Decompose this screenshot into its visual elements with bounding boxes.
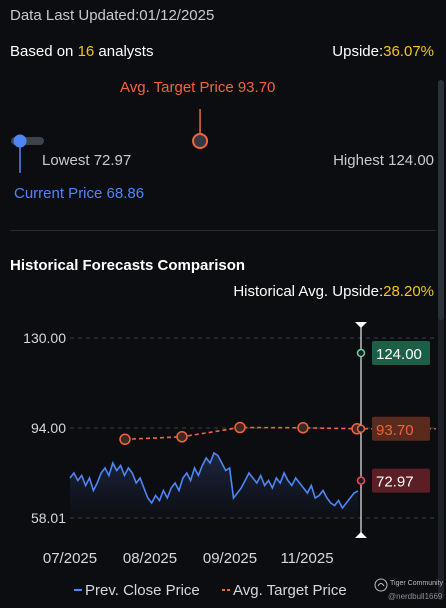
section-divider — [10, 230, 436, 231]
analyst-count: 16 — [77, 43, 95, 60]
x-tick-label: 07/2025 — [43, 550, 97, 567]
close-price-area — [70, 453, 358, 518]
historical-forecast-chart: 130.00 94.00 58.01 124.00 93.70 72.97 07/2025 0… — [23, 322, 436, 599]
updated-date: 01/12/2025 — [139, 7, 215, 24]
forecast-high-badge — [372, 341, 430, 366]
avg-target-label: Avg. Target Price 93.70 — [120, 79, 276, 96]
based-prefix: Based on — [10, 43, 78, 60]
forecast-low-badge-label: 72.97 — [376, 474, 414, 491]
cursor-bottom-arrow — [355, 532, 367, 538]
y-tick-label: 130.00 — [23, 330, 66, 346]
scrollbar-thumb[interactable] — [438, 80, 444, 320]
tiger-logo-icon — [374, 578, 388, 592]
watermark-brand: Tiger Community — [390, 580, 444, 587]
forecast-low-marker — [356, 476, 366, 485]
avg-target-marker — [192, 133, 209, 149]
historical-upside-label: Historical Avg. Upside: — [233, 283, 384, 300]
x-tick-label: 11/2025 — [280, 550, 333, 567]
forecast-avg-marker — [356, 424, 366, 434]
upside-value: 36.07% — [383, 43, 434, 60]
y-tick-label: 58.01 — [31, 510, 66, 526]
historical-upside-line: Historical Avg. Upside:28.20% — [233, 283, 434, 300]
avg-target-point — [176, 431, 188, 443]
legend-target-label: Avg. Target Price — [233, 582, 347, 599]
close-price-line — [69, 451, 359, 510]
forecast-avg-badge-label: 93.70 — [376, 422, 414, 439]
current-price-marker — [13, 134, 27, 148]
current-price-label: Current Price 68.86 — [14, 185, 145, 202]
forecast-high-marker — [356, 348, 366, 358]
updated-label: Data Last Updated: — [10, 7, 140, 24]
analyst-count-line: Based on 16 analysts — [10, 43, 153, 60]
cursor-top-arrow — [355, 322, 367, 328]
lowest-label: Lowest 72.97 — [42, 152, 132, 169]
based-suffix: analysts — [94, 43, 154, 60]
price-gauge — [11, 109, 438, 173]
upside-line: Upside:36.07% — [332, 43, 434, 60]
avg-target-point — [297, 422, 309, 434]
scrollbar[interactable] — [438, 80, 444, 600]
legend-close-label: Prev. Close Price — [85, 582, 200, 599]
x-tick-label: 08/2025 — [123, 550, 177, 567]
data-updated-line: Data Last Updated:01/12/2025 — [10, 7, 214, 24]
highest-label: Highest 124.00 — [333, 152, 434, 169]
avg-target-point — [119, 433, 131, 446]
forecast-high-badge-label: 124.00 — [376, 346, 422, 363]
forecast-low-badge — [372, 468, 430, 493]
y-tick-label: 94.00 — [31, 420, 66, 436]
upside-label: Upside: — [332, 43, 384, 60]
section-title: Historical Forecasts Comparison — [10, 257, 246, 274]
avg-target-point — [234, 421, 246, 434]
forecast-avg-badge — [372, 416, 430, 441]
historical-upside-value: 28.20% — [383, 283, 434, 300]
x-tick-label: 09/2025 — [203, 550, 257, 567]
watermark-user: @nerdbull1669 — [388, 592, 443, 601]
